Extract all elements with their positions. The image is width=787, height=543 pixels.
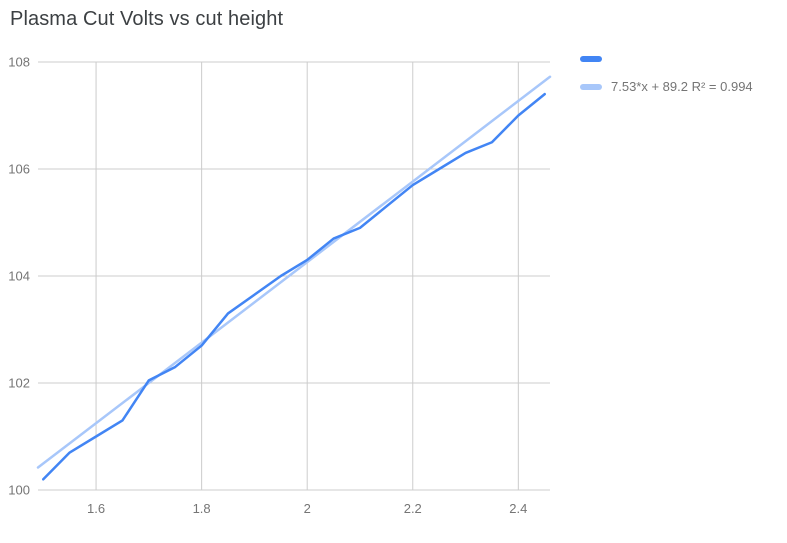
legend-item-series[interactable] — [580, 56, 753, 62]
y-tick-label: 106 — [8, 162, 30, 177]
chart-title: Plasma Cut Volts vs cut height — [10, 8, 284, 30]
x-tick-label: 1.6 — [87, 501, 105, 516]
trendline-legend-label: 7.53*x + 89.2 R² = 0.994 — [611, 79, 753, 94]
x-tick-label: 2.2 — [404, 501, 422, 516]
x-tick-label: 2.4 — [509, 501, 527, 516]
series-legend-swatch — [580, 56, 602, 62]
y-tick-label: 104 — [8, 269, 30, 284]
trendline-legend-swatch — [580, 83, 602, 90]
legend: 7.53*x + 89.2 R² = 0.994 — [580, 56, 753, 94]
y-tick-label: 108 — [8, 55, 30, 70]
legend-item-trendline[interactable]: 7.53*x + 89.2 R² = 0.994 — [580, 79, 753, 94]
x-tick-label: 2 — [304, 501, 311, 516]
trendline[interactable] — [36, 75, 552, 469]
series-line[interactable] — [42, 92, 546, 481]
x-tick-label: 1.8 — [193, 501, 211, 516]
y-tick-label: 100 — [8, 483, 30, 498]
y-tick-label: 102 — [8, 376, 30, 391]
